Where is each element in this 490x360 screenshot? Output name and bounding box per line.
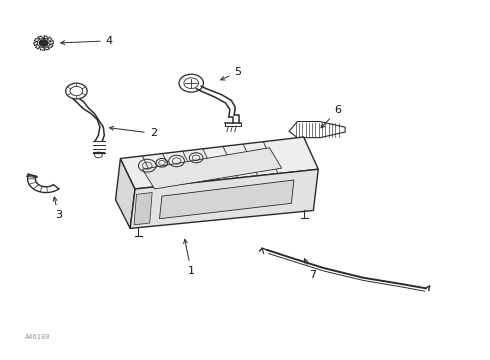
Polygon shape xyxy=(289,122,345,138)
Text: 4: 4 xyxy=(61,36,113,46)
Text: 1: 1 xyxy=(184,239,195,276)
Text: 6: 6 xyxy=(321,105,342,128)
Text: A46180: A46180 xyxy=(25,334,50,339)
Polygon shape xyxy=(134,193,152,225)
Text: 7: 7 xyxy=(304,259,316,280)
Polygon shape xyxy=(143,148,282,189)
Polygon shape xyxy=(116,158,135,228)
Polygon shape xyxy=(121,137,318,189)
Text: 2: 2 xyxy=(110,126,157,138)
Circle shape xyxy=(39,40,48,46)
Polygon shape xyxy=(130,169,318,228)
Text: 3: 3 xyxy=(53,197,62,220)
Text: 5: 5 xyxy=(220,67,241,80)
Polygon shape xyxy=(159,180,294,219)
